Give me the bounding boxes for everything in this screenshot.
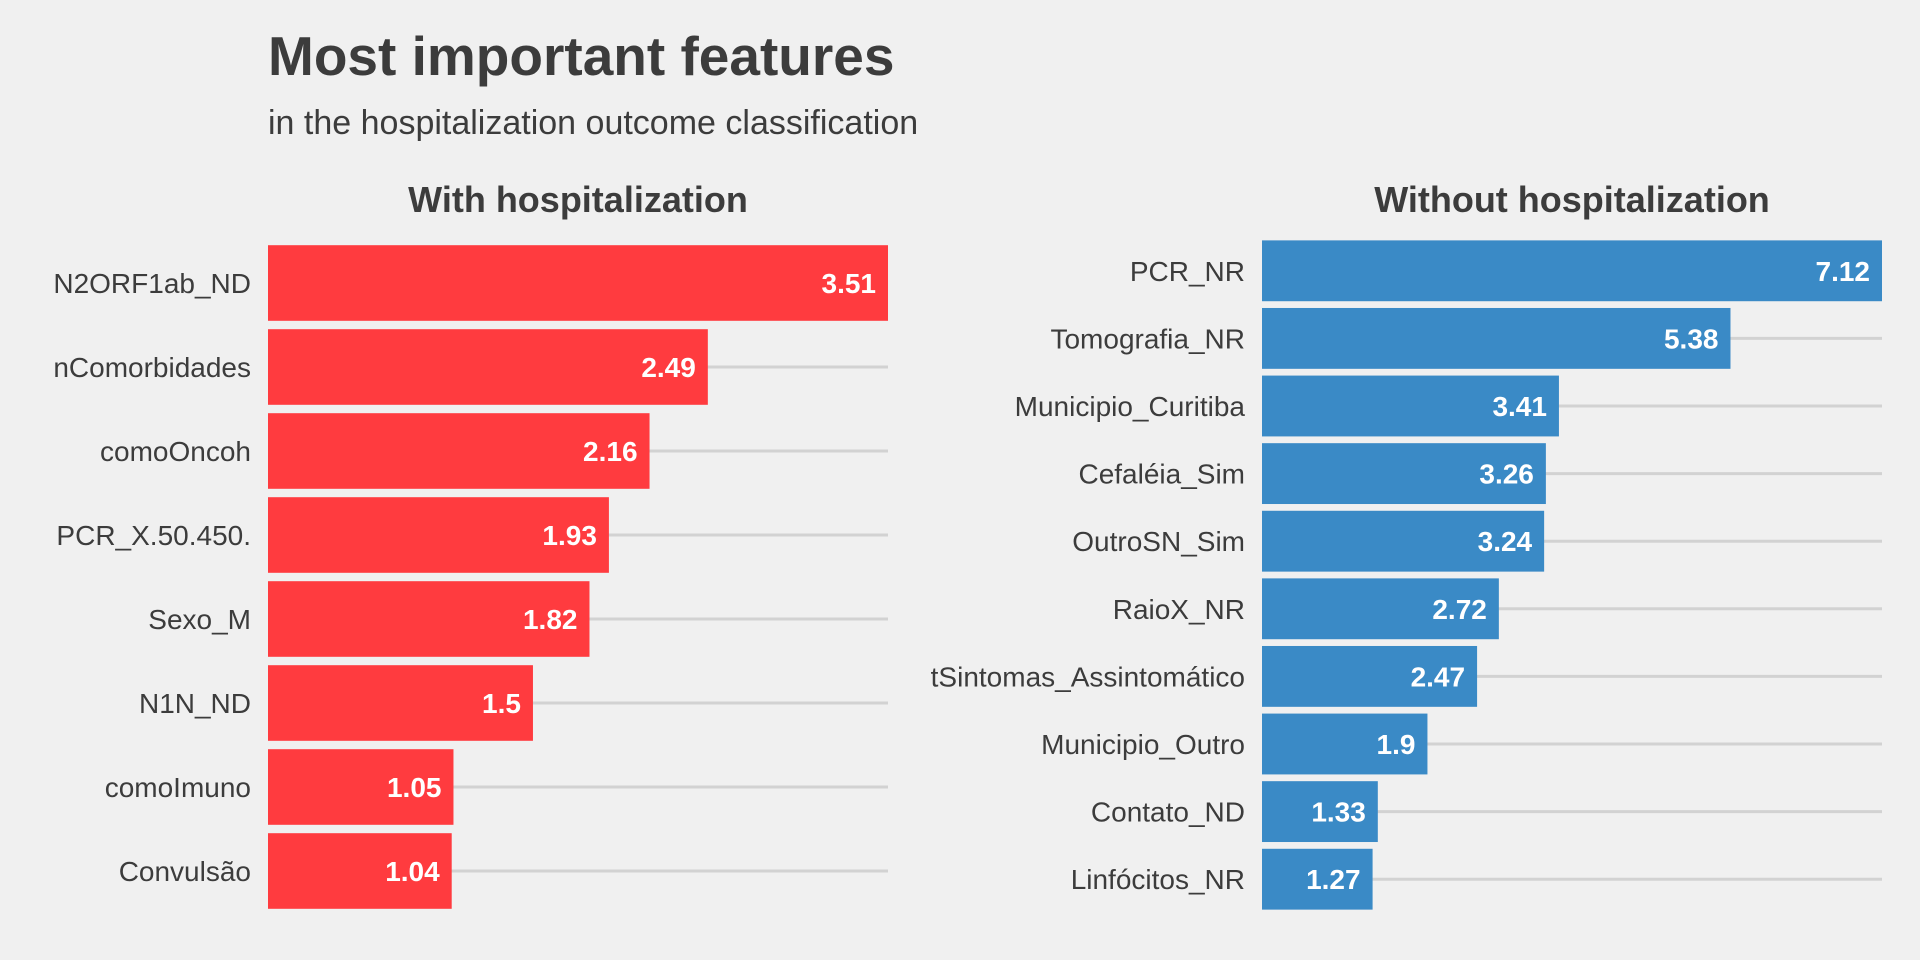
category-label: PCR_NR: [1130, 256, 1245, 287]
chart-title: Most important features: [268, 25, 895, 87]
chart-panel-1: With hospitalization N2ORF1ab_ND 3.51 nComo…: [53, 179, 888, 909]
category-label: Convulsão: [119, 856, 251, 887]
value-label: 2.16: [583, 436, 638, 467]
value-label: 1.27: [1306, 864, 1361, 895]
category-label: N2ORF1ab_ND: [53, 268, 251, 299]
category-label: comoOncoh: [100, 436, 251, 467]
bar: [1262, 781, 1378, 843]
bar: [1262, 578, 1499, 640]
bar: [268, 665, 533, 741]
bar: [1262, 645, 1478, 707]
category-label: Linfócitos_NR: [1071, 864, 1245, 895]
category-label: RaioX_NR: [1113, 594, 1245, 625]
bar: [268, 749, 454, 825]
value-label: 3.26: [1479, 459, 1534, 490]
value-label: 2.72: [1432, 594, 1487, 625]
bar: [268, 413, 650, 489]
category-label: PCR_X.50.450.: [56, 520, 251, 551]
category-label: N1N_ND: [139, 688, 251, 719]
value-label: 1.04: [385, 856, 440, 887]
chart-panel-2: Without hospitalization PCR_NR 7.12 Tomogra…: [931, 179, 1882, 910]
value-label: 2.49: [641, 352, 696, 383]
bar: [268, 581, 590, 657]
bar: [1262, 443, 1546, 505]
bar: [268, 833, 452, 909]
bar: [1262, 510, 1545, 572]
bar: [1262, 307, 1731, 369]
category-label: OutroSN_Sim: [1072, 526, 1245, 557]
value-label: 1.93: [542, 520, 597, 551]
category-label: nComorbidades: [53, 352, 251, 383]
chart-subtitle: in the hospitalization outcome classific…: [268, 104, 919, 142]
bar: [1262, 375, 1559, 437]
value-label: 1.05: [387, 772, 442, 803]
category-label: comoImuno: [105, 772, 251, 803]
bar: [268, 245, 888, 321]
category-label: tSintomas_Assintomático: [931, 661, 1245, 692]
category-label: Sexo_M: [148, 604, 251, 635]
value-label: 3.24: [1478, 526, 1533, 557]
panel-title: With hospitalization: [408, 179, 748, 220]
bar: [1262, 848, 1373, 910]
value-label: 1.33: [1311, 797, 1366, 828]
value-label: 2.47: [1411, 661, 1466, 692]
bar: [268, 329, 708, 405]
panel-title: Without hospitalization: [1374, 179, 1770, 220]
value-label: 3.41: [1492, 391, 1547, 422]
bar: [268, 497, 609, 573]
value-label: 1.82: [523, 604, 578, 635]
bar: [1262, 713, 1428, 775]
category-label: Municipio_Curitiba: [1015, 391, 1246, 422]
category-label: Tomografia_NR: [1050, 323, 1245, 354]
value-label: 3.51: [822, 268, 877, 299]
value-label: 7.12: [1816, 256, 1871, 287]
category-label: Municipio_Outro: [1041, 729, 1245, 760]
value-label: 1.5: [482, 688, 521, 719]
category-label: Cefaléia_Sim: [1078, 459, 1245, 490]
value-label: 1.9: [1377, 729, 1416, 760]
bar: [1262, 240, 1882, 302]
category-label: Contato_ND: [1091, 797, 1245, 828]
value-label: 5.38: [1664, 323, 1719, 354]
